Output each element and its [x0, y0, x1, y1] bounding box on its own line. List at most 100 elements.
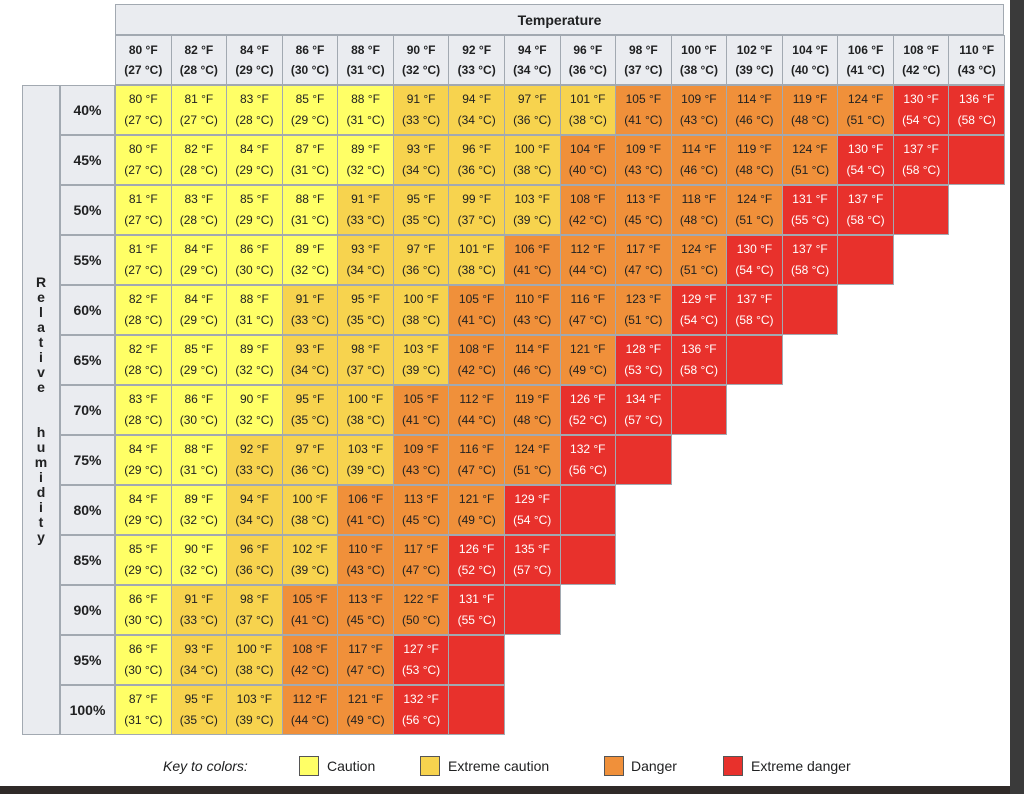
humidity-row-label: 85% — [60, 535, 115, 585]
cell-value-c: (33 °C) — [235, 463, 274, 477]
heat-index-cell: 130 °F (54 °C) — [726, 235, 783, 285]
heat-index-cell: 103 °F (39 °C) — [503, 185, 561, 235]
cell-value-c: (47 °C) — [568, 313, 607, 327]
cell-value-f: 95 °F — [295, 392, 325, 406]
heat-index-cell: 96 °F (36 °C) — [226, 535, 283, 585]
cell-value-c: (36 °C) — [235, 563, 274, 577]
humidity-row-label: 45% — [60, 135, 115, 185]
heat-index-cell: 84 °F (29 °C) — [170, 235, 228, 285]
heat-index-cell: 105 °F (41 °C) — [615, 85, 672, 135]
cell-value-c: (41 °C) — [346, 513, 385, 527]
cell-value-c: (30 °C) — [124, 613, 163, 627]
cell-value-c: (52 °C) — [457, 563, 496, 577]
legend-label-danger: Danger — [631, 758, 677, 774]
cell-value-f: 103 °F — [236, 692, 273, 706]
cell-value-f: 105 °F — [292, 592, 328, 606]
cell-value-c: (51 °C) — [735, 213, 774, 227]
heat-index-cell: 131 °F (55 °C) — [448, 585, 505, 635]
heat-index-cell: 85 °F (29 °C) — [115, 535, 172, 585]
cell-value-f: 97 °F — [295, 442, 325, 456]
heat-index-cell: 126 °F (52 °C) — [448, 535, 505, 585]
cell-value-c: (35 °C) — [402, 213, 441, 227]
cell-value-c: (32 °C) — [179, 513, 218, 527]
cell-value-c: (29 °C) — [179, 263, 218, 277]
heat-index-cell: 106 °F (41 °C) — [337, 485, 394, 535]
cell-value-f: 82 °F — [184, 142, 214, 156]
cell-value-f: 114 °F — [681, 142, 717, 156]
column-header: 110 °F (43 °C) — [948, 35, 1005, 85]
heat-index-cell: 89 °F (32 °C) — [281, 235, 339, 285]
cell-value-c: (58 °C) — [679, 363, 718, 377]
heat-index-cell: 100 °F (38 °C) — [337, 385, 394, 435]
heat-index-cell: 132 °F (56 °C) — [392, 685, 450, 735]
cell-value-c: (38 °C) — [457, 263, 496, 277]
column-header: 98 °F (37 °C) — [615, 35, 672, 85]
cell-value-f: 86 °F — [128, 642, 158, 656]
cell-value-c: (49 °C) — [346, 713, 385, 727]
heat-index-cell: 95 °F (35 °C) — [281, 385, 339, 435]
cell-value-c: (31 °C) — [290, 213, 330, 227]
heat-index-cell: 112 °F (44 °C) — [281, 685, 339, 735]
heat-index-cell: 109 °F (43 °C) — [670, 85, 728, 135]
cell-value-c: (33 °C) — [402, 113, 441, 127]
heat-index-cell-empty — [670, 385, 728, 435]
cell-value-c: (34 °C) — [179, 663, 218, 677]
heat-index-cell: 105 °F (41 °C) — [392, 385, 450, 435]
cell-value-c: (42 °C) — [568, 213, 607, 227]
cell-value-c: (27 °C) — [179, 113, 218, 127]
cell-value-c: (29 °C) — [124, 463, 163, 477]
heat-index-cell: 105 °F (41 °C) — [448, 285, 505, 335]
column-header-c: (28 °C) — [179, 63, 218, 77]
cell-value-c: (39 °C) — [402, 363, 441, 377]
cell-value-c: (35 °C) — [346, 313, 385, 327]
heat-index-cell: 137 °F (58 °C) — [837, 185, 894, 235]
cell-value-c: (58 °C) — [735, 313, 774, 327]
cell-value-f: 84 °F — [184, 242, 214, 256]
cell-value-c: (37 °C) — [346, 363, 385, 377]
heat-index-cell: 91 °F (33 °C) — [281, 285, 339, 335]
heat-index-cell: 87 °F (31 °C) — [115, 685, 172, 735]
cell-value-c: (29 °C) — [290, 113, 330, 127]
cell-value-f: 91 °F — [295, 292, 325, 306]
column-header: 100 °F (38 °C) — [670, 35, 728, 85]
cell-value-f: 103 °F — [514, 192, 550, 206]
heat-index-cell: 100 °F (38 °C) — [281, 485, 339, 535]
cell-value-c: (50 °C) — [402, 613, 441, 627]
cell-value-c: (57 °C) — [513, 563, 552, 577]
cell-value-c: (27 °C) — [124, 213, 163, 227]
cell-value-c: (56 °C) — [568, 463, 607, 477]
heat-index-cell: 114 °F (46 °C) — [670, 135, 728, 185]
heat-index-cell-empty — [503, 585, 561, 635]
cell-value-f: 91 °F — [351, 192, 380, 206]
heat-index-cell: 89 °F (32 °C) — [170, 485, 228, 535]
cell-value-f: 81 °F — [184, 92, 214, 106]
cell-value-f: 95 °F — [406, 192, 436, 206]
cell-value-c: (32 °C) — [235, 413, 274, 427]
humidity-row-label: 100% — [60, 685, 115, 735]
cell-value-f: 130 °F — [847, 142, 884, 156]
heat-index-cell: 137 °F (58 °C) — [892, 135, 950, 185]
cell-value-c: (48 °C) — [513, 413, 552, 427]
cell-value-f: 82 °F — [128, 292, 158, 306]
cell-value-f: 81 °F — [128, 242, 158, 256]
heat-index-cell: 89 °F (32 °C) — [226, 335, 283, 385]
heat-index-cell: 80 °F (27 °C) — [115, 135, 172, 185]
heat-index-cell: 97 °F (36 °C) — [281, 435, 339, 485]
cell-value-f: 93 °F — [406, 142, 436, 156]
cell-value-c: (28 °C) — [235, 113, 274, 127]
cell-value-f: 96 °F — [462, 142, 492, 156]
cell-value-c: (49 °C) — [457, 513, 496, 527]
heat-index-cell: 121 °F (49 °C) — [448, 485, 505, 535]
cell-value-f: 119 °F — [737, 142, 772, 156]
cell-value-c: (34 °C) — [457, 113, 496, 127]
cell-value-f: 98 °F — [240, 592, 269, 606]
humidity-row-label: 50% — [60, 185, 115, 235]
cell-value-f: 83 °F — [184, 192, 214, 206]
cell-value-c: (51 °C) — [624, 313, 663, 327]
cell-value-f: 94 °F — [240, 492, 269, 506]
legend-label-extreme-danger: Extreme danger — [751, 758, 851, 774]
cell-value-f: 114 °F — [514, 342, 550, 356]
cell-value-c: (29 °C) — [179, 363, 218, 377]
heat-index-cell: 89 °F (32 °C) — [337, 135, 394, 185]
cell-value-c: (56 °C) — [402, 713, 441, 727]
